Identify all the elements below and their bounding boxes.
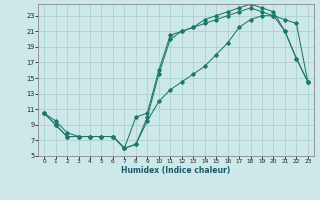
X-axis label: Humidex (Indice chaleur): Humidex (Indice chaleur) [121, 166, 231, 175]
